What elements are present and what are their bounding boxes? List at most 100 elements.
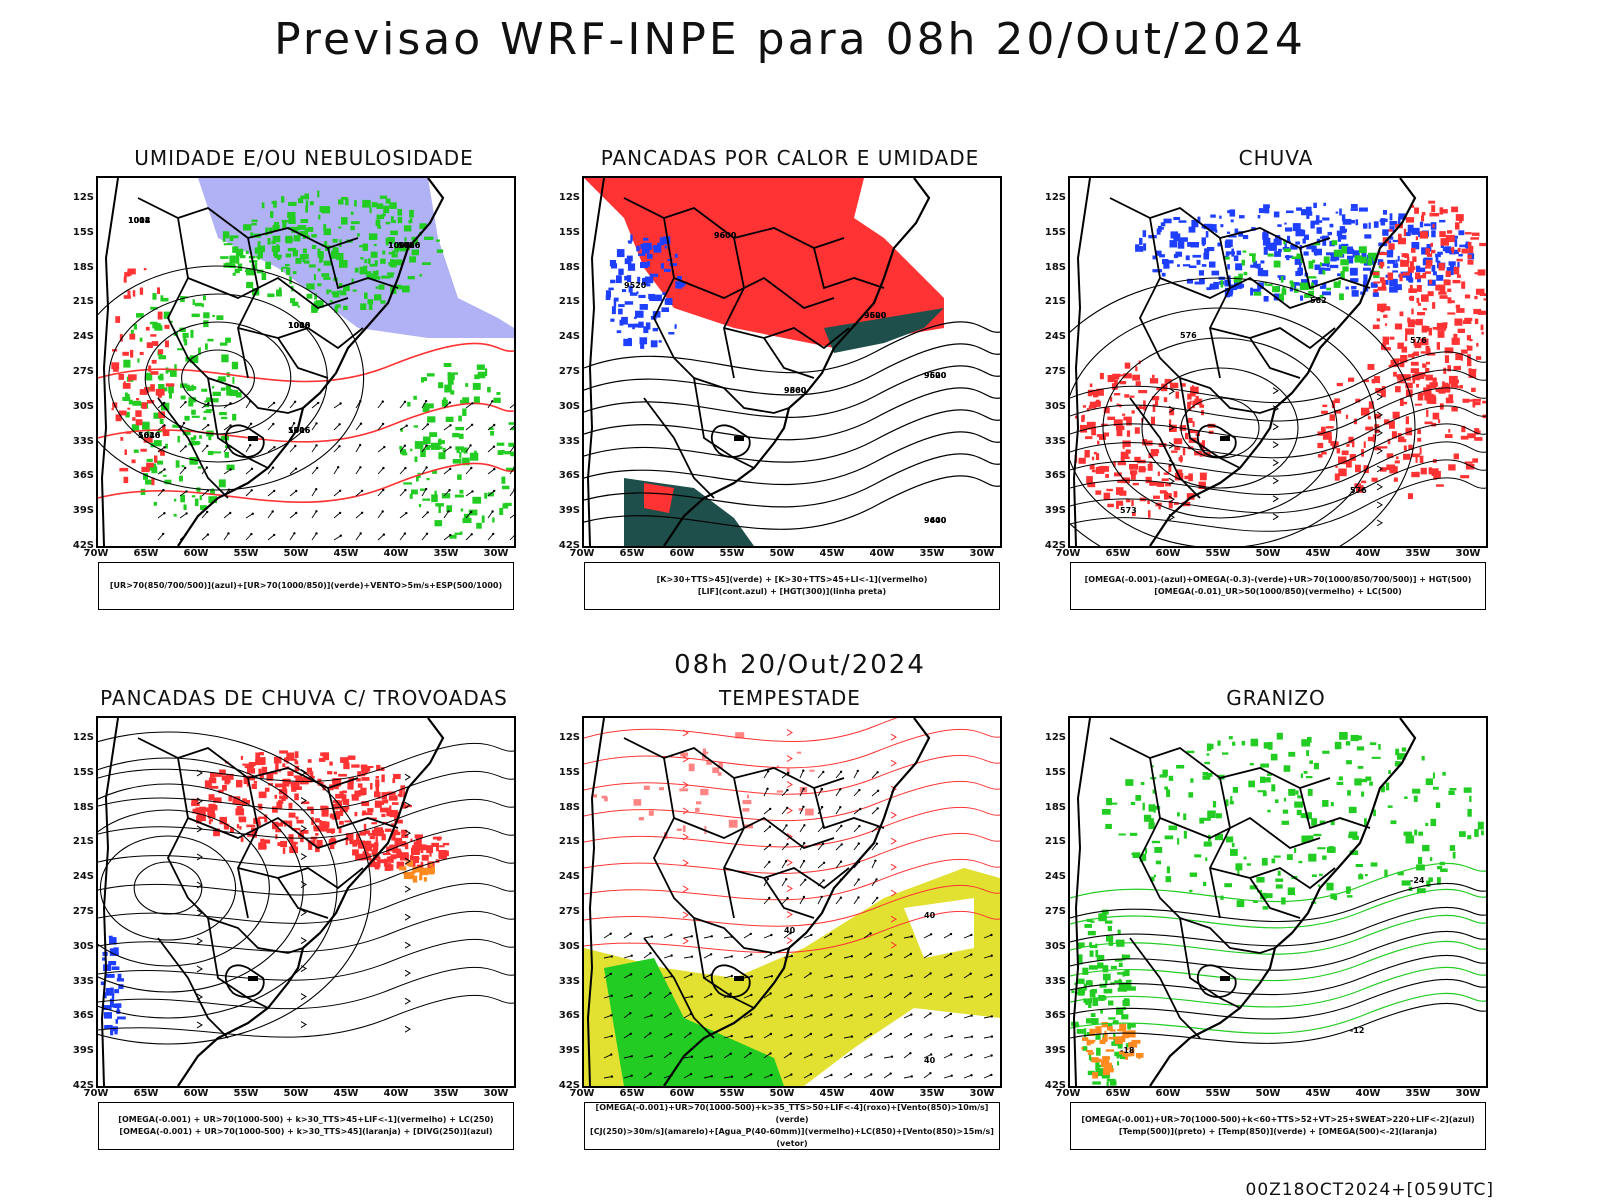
latitude-label: 30S bbox=[558, 400, 580, 412]
panel-6-title: GRANIZO bbox=[1226, 686, 1326, 710]
contour-label: 573 bbox=[1120, 506, 1137, 515]
latitude-label: 24S bbox=[1044, 331, 1066, 343]
contour-label: 1016 bbox=[288, 321, 311, 330]
latitude-label: 27S bbox=[72, 366, 94, 377]
longitude-label: 50W bbox=[1255, 1088, 1281, 1099]
legend-line: [LIF](cont.azul) + [HGT(300)](linha pret… bbox=[697, 587, 887, 596]
coastline-borders bbox=[586, 718, 931, 1086]
contour-label: 1008 bbox=[388, 241, 411, 250]
latitude-label: 39S bbox=[72, 1045, 94, 1057]
main-title: Previsao WRF-INPE para 08h 20/Out/2024 bbox=[274, 14, 1306, 65]
latitude-label: 18S bbox=[1044, 261, 1066, 273]
latitude-label: 12S bbox=[1044, 192, 1066, 203]
panel-2-title: PANCADAS POR CALOR E UMIDADE bbox=[600, 146, 980, 170]
latitude-label: 18S bbox=[1044, 801, 1066, 813]
latitude-label: 27S bbox=[1044, 906, 1066, 917]
latitude-label: 24S bbox=[1044, 871, 1066, 883]
latitude-label: 36S bbox=[1044, 470, 1066, 482]
latitude-label: 12S bbox=[72, 732, 94, 743]
latitude-label: 36S bbox=[558, 470, 580, 482]
contour-label: 576 bbox=[1410, 336, 1427, 345]
legend-line: [UR>70(850/700/500)](azul)+[UR>70(1000/8… bbox=[109, 581, 503, 590]
panel-3-title: CHUVA bbox=[1238, 146, 1314, 170]
contour-label: 1008 bbox=[388, 241, 411, 250]
latitude-label: 42S bbox=[72, 1080, 94, 1091]
longitude-label: 70W bbox=[1055, 548, 1081, 559]
longitude-label: 40W bbox=[1355, 1088, 1381, 1099]
latitude-label: 21S bbox=[1044, 296, 1066, 308]
k-tts-li-south-red bbox=[644, 483, 674, 513]
longitude-label: 40W bbox=[869, 548, 895, 559]
longitude-label: 70W bbox=[569, 548, 595, 559]
omega-strong-green bbox=[1220, 239, 1382, 302]
contour-label: 1020 bbox=[138, 431, 161, 440]
longitude-label: 35W bbox=[433, 1088, 459, 1099]
longitude-label: 70W bbox=[83, 1088, 109, 1099]
contour-label: 1016 bbox=[288, 426, 311, 435]
contour-label: 1020 bbox=[398, 241, 421, 250]
wind-vectors bbox=[157, 399, 514, 541]
longitude-label: 35W bbox=[1405, 548, 1431, 559]
coastline-borders bbox=[100, 178, 445, 546]
latitude-label: 33S bbox=[72, 435, 94, 447]
contour-label: -24 bbox=[1410, 876, 1425, 885]
humidity-mid-levels-blue bbox=[198, 178, 514, 338]
streamlines-250-rings bbox=[98, 731, 372, 1045]
longitude-label: 50W bbox=[283, 1088, 309, 1099]
latitude-label: 24S bbox=[72, 871, 94, 883]
contour-label: 1004 bbox=[388, 241, 411, 250]
humidity-low-levels-green-west bbox=[122, 293, 242, 517]
streamlines-250 bbox=[98, 743, 514, 1038]
panel-6-map: -12 -18 -24 bbox=[1068, 716, 1488, 1088]
humidity-low-levels-green-east bbox=[399, 363, 514, 539]
panel-5-title: TEMPESTADE bbox=[719, 686, 861, 710]
longitude-label: 60W bbox=[183, 548, 209, 559]
jet-gap-white bbox=[904, 898, 974, 958]
omega-ur50-red-west bbox=[1074, 360, 1216, 518]
latitude-label: 21S bbox=[558, 296, 580, 308]
longitude-label: 55W bbox=[719, 1088, 745, 1099]
panel-3-map: 582 576 576 573 576 bbox=[1068, 176, 1488, 548]
latitude-label: 42S bbox=[558, 1080, 580, 1091]
contour-label: 9600 bbox=[784, 386, 807, 395]
panel-6-legend: [OMEGA(-0.001)+UR>70(1000-500)+k<60+TTS>… bbox=[1070, 1102, 1486, 1150]
latitude-label: 36S bbox=[558, 1010, 580, 1022]
latitude-label: 24S bbox=[72, 331, 94, 343]
longitude-label: 40W bbox=[869, 1088, 895, 1099]
contour-label: 40 bbox=[924, 911, 936, 920]
longitude-label: 55W bbox=[233, 1088, 259, 1099]
contour-label: 40 bbox=[784, 926, 796, 935]
omega-500-orange bbox=[1081, 1022, 1144, 1079]
longitude-label: 55W bbox=[233, 548, 259, 559]
panel-3-legend: [OMEGA(-0.001)-(azul)+OMEGA(-0.3)-(verde… bbox=[1070, 562, 1486, 610]
latitude-label: 12S bbox=[72, 192, 94, 203]
longitude-label: 70W bbox=[569, 1088, 595, 1099]
latitude-label: 21S bbox=[558, 836, 580, 848]
coastline-borders bbox=[586, 178, 931, 546]
latitude-label: 30S bbox=[72, 400, 94, 412]
contour-label: 9520 bbox=[864, 311, 887, 320]
precipitable-water-red bbox=[591, 732, 823, 839]
contour-label: 1016 bbox=[398, 241, 421, 250]
latitude-label: 39S bbox=[558, 1045, 580, 1057]
latitude-label: 30S bbox=[1044, 400, 1066, 412]
latitude-label: 33S bbox=[1044, 975, 1066, 987]
panel-4-map bbox=[96, 716, 516, 1088]
longitude-label: 45W bbox=[1305, 1088, 1331, 1099]
latitude-label: 27S bbox=[558, 906, 580, 917]
latitude-label: 36S bbox=[72, 1010, 94, 1022]
latitude-label: 15S bbox=[558, 766, 580, 778]
omega-ur50-red-east bbox=[1372, 200, 1486, 405]
panel-4-title: PANCADAS DE CHUVA C/ TROVOADAS bbox=[100, 686, 508, 710]
coastline-borders bbox=[1072, 178, 1417, 546]
lifted-index-blue bbox=[605, 234, 686, 349]
temp-500-contours bbox=[1070, 882, 1486, 1044]
latitude-label: 39S bbox=[1044, 505, 1066, 517]
latitude-label: 39S bbox=[1044, 1045, 1066, 1057]
contour-label: 9600 bbox=[714, 231, 737, 240]
longitude-label: 30W bbox=[483, 1088, 509, 1099]
latitude-label: 27S bbox=[72, 906, 94, 917]
legend-line: [OMEGA(-0.001)-(azul)+OMEGA(-0.3)-(verde… bbox=[1084, 575, 1472, 584]
latitude-label: 15S bbox=[72, 226, 94, 238]
contour-label: 564 bbox=[138, 431, 155, 440]
